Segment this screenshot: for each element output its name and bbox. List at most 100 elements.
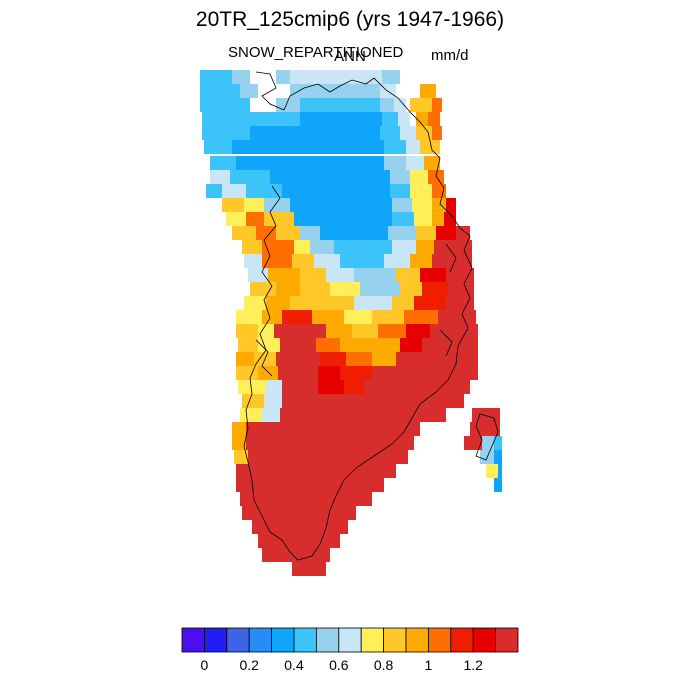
colorbar-swatch xyxy=(472,627,497,653)
field-cell xyxy=(300,98,380,112)
field-cell xyxy=(300,282,330,296)
field-cell xyxy=(410,184,432,198)
field-cell xyxy=(438,310,476,324)
field-cell xyxy=(416,240,434,254)
field-cell xyxy=(256,226,276,240)
field-cell xyxy=(248,450,408,464)
field-cell xyxy=(246,436,414,450)
field-cell xyxy=(276,70,290,84)
field-cell xyxy=(202,112,262,126)
field-cell xyxy=(270,170,390,184)
field-cell xyxy=(242,506,356,520)
field-cell xyxy=(382,112,398,126)
field-cell xyxy=(266,380,282,394)
field-cell xyxy=(464,436,482,450)
field-cell xyxy=(238,380,266,394)
field-cell xyxy=(202,126,250,140)
colorbar-swatch xyxy=(450,627,474,653)
field-cell xyxy=(248,268,268,282)
field-cell xyxy=(236,478,384,492)
colorbar-label: 1.2 xyxy=(463,657,483,673)
field-cell xyxy=(494,450,502,464)
field-cell xyxy=(200,84,240,98)
field-cell xyxy=(486,464,498,478)
field-cell xyxy=(276,98,300,112)
field-cell xyxy=(210,156,236,170)
colorbar-swatch xyxy=(271,627,295,653)
field-cell xyxy=(388,226,416,240)
field-cell xyxy=(392,296,414,310)
field-cell xyxy=(232,422,246,436)
field-cell xyxy=(392,198,412,212)
field-cell xyxy=(290,296,320,310)
field-cell xyxy=(226,212,246,226)
field-cell xyxy=(264,198,290,212)
field-cell xyxy=(334,240,392,254)
season-label: ANN xyxy=(334,48,366,65)
field-cell xyxy=(414,296,446,310)
field-cell xyxy=(430,324,478,338)
field-cell xyxy=(236,464,396,478)
field-cell xyxy=(320,352,346,366)
field-cell xyxy=(240,84,258,98)
field-cell xyxy=(232,436,246,450)
field-cell xyxy=(238,338,258,352)
field-cell xyxy=(258,324,274,338)
field-cell xyxy=(320,296,354,310)
field-cell xyxy=(206,184,222,198)
field-cell xyxy=(352,324,378,338)
field-cell xyxy=(242,240,262,254)
colorbar-label: 1 xyxy=(424,657,433,673)
field-cell xyxy=(200,98,250,112)
colorbar-swatch xyxy=(181,627,205,653)
field-cell xyxy=(262,310,282,324)
plot-title: 20TR_125cmip6 (yrs 1947-1966) xyxy=(195,8,505,31)
field-cell xyxy=(244,198,264,212)
field-cell xyxy=(290,198,392,212)
field-cell xyxy=(274,324,326,338)
field-cell xyxy=(246,422,420,436)
inner-fjord-1 xyxy=(255,339,273,377)
field-cell xyxy=(262,112,300,126)
field-cell xyxy=(260,140,384,154)
field-cell xyxy=(398,112,410,126)
field-cell xyxy=(290,70,382,84)
field-cell xyxy=(250,126,290,140)
field-cell xyxy=(222,184,246,198)
field-cell xyxy=(446,198,456,212)
field-cell xyxy=(330,282,360,296)
field-cell xyxy=(420,84,436,98)
field-cell xyxy=(380,126,400,140)
field-cell xyxy=(264,394,282,408)
colorbar-label: 0.6 xyxy=(329,657,349,673)
field-cell xyxy=(364,380,470,394)
field-cell xyxy=(428,170,444,184)
field-cell xyxy=(394,98,406,112)
field-cell xyxy=(320,226,388,240)
field-cell xyxy=(236,366,258,380)
field-cell xyxy=(246,212,264,226)
field-cell xyxy=(406,140,420,154)
colorbar-swatch xyxy=(427,627,452,653)
field-cell xyxy=(472,408,500,422)
field-cell xyxy=(372,366,478,380)
field-cell xyxy=(434,240,458,254)
field-cell xyxy=(240,492,372,506)
field-cell xyxy=(258,366,278,380)
field-cell xyxy=(470,422,500,436)
field-cell xyxy=(340,366,372,380)
field-cell xyxy=(410,98,432,112)
field-cell xyxy=(290,84,380,98)
field-cell xyxy=(432,98,442,112)
field-cell xyxy=(236,324,258,338)
field-cell xyxy=(244,296,266,310)
field-cell xyxy=(300,112,382,126)
field-cell xyxy=(262,408,280,422)
field-cell xyxy=(404,310,438,324)
field-cell xyxy=(378,324,406,338)
field-cell xyxy=(344,380,364,394)
field-cell xyxy=(346,352,372,366)
field-cell xyxy=(390,184,410,198)
field-cell xyxy=(278,366,318,380)
field-cell xyxy=(262,548,330,562)
